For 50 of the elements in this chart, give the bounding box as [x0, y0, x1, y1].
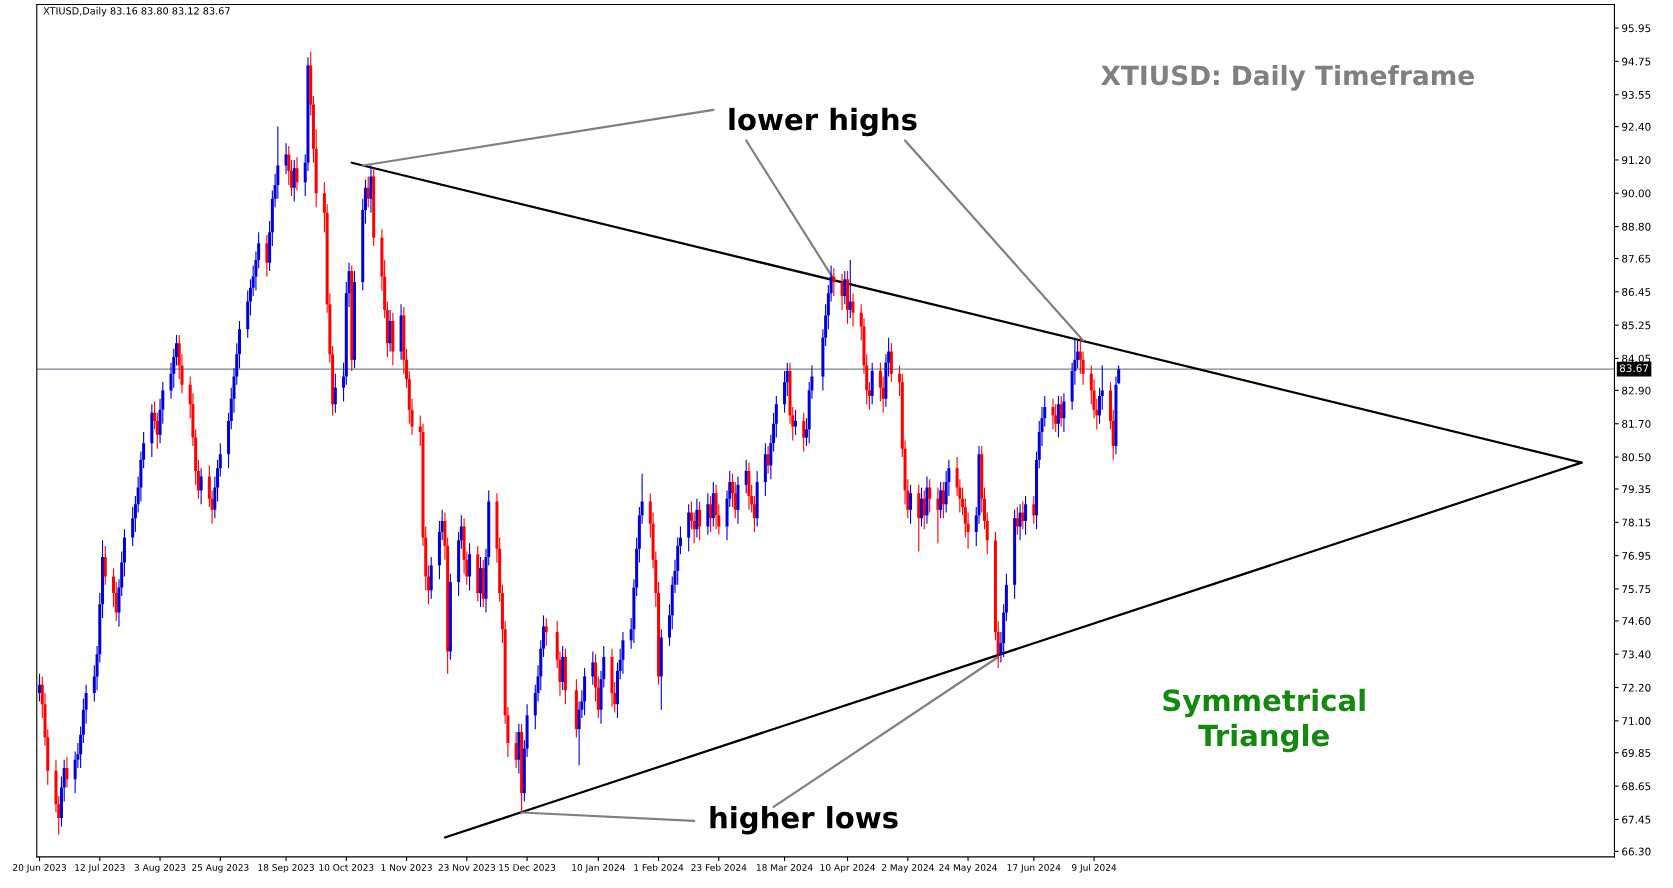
- y-tick-label: 74.60: [1622, 617, 1651, 625]
- x-tick-label: 10 Oct 2023: [319, 864, 374, 871]
- x-tick-label: 24 May 2024: [939, 864, 997, 873]
- annotation: higher lows: [710, 806, 898, 835]
- x-tick-label: 10 Jan 2024: [572, 864, 625, 873]
- x-tick-label: 9 Jul 2024: [1071, 863, 1117, 873]
- y-tick-label: 87.65: [1622, 254, 1651, 263]
- y-tick-label: 82.90: [1622, 386, 1651, 395]
- annotation: XTIUSD: Daily Timeframe: [1101, 64, 1474, 91]
- chart-title: XTIUSD,Daily 83.16 83.80 83.12 83.67: [43, 7, 230, 17]
- x-tick-label: 23 Feb 2024: [691, 863, 747, 871]
- y-tick-label: 69.85: [1622, 749, 1651, 757]
- y-tick-label: 73.40: [1622, 650, 1651, 659]
- x-tick-label: 2 May 2024: [881, 864, 934, 873]
- y-tick-label: 75.75: [1622, 585, 1651, 594]
- y-tick-label: 88.80: [1622, 222, 1651, 231]
- y-tick-label: 91.20: [1622, 156, 1651, 165]
- x-tick-label: 18 Sep 2023: [258, 864, 314, 873]
- y-tick-label: 71.00: [1622, 717, 1651, 725]
- y-tick-label: 86.45: [1622, 288, 1651, 296]
- y-tick-label: 72.20: [1622, 683, 1651, 692]
- x-tick-label: 10 Apr 2024: [820, 864, 875, 873]
- x-tick-label: 3 Aug 2023: [134, 864, 186, 873]
- x-tick-label: 12 Jul 2023: [75, 863, 125, 873]
- y-tick-label: 92.40: [1622, 122, 1651, 131]
- y-tick-label: 94.75: [1622, 57, 1651, 66]
- annotation: lower highs: [729, 107, 917, 137]
- ref-line-label: 83.67: [1619, 364, 1649, 373]
- y-tick-label: 95.95: [1622, 24, 1651, 33]
- y-tick-label: 81.70: [1622, 419, 1651, 428]
- x-tick-label: 1 Feb 2024: [634, 863, 684, 871]
- y-tick-label: 67.45: [1622, 815, 1651, 824]
- x-tick-label: 15 Dec 2023: [499, 864, 556, 871]
- y-tick-label: 76.95: [1622, 551, 1651, 560]
- x-tick-label: 18 Mar 2024: [756, 864, 813, 871]
- y-tick-label: 79.35: [1622, 485, 1651, 494]
- y-tick-label: 85.25: [1622, 321, 1651, 330]
- y-tick-label: 84.05: [1622, 354, 1651, 363]
- y-tick-label: 80.50: [1622, 453, 1651, 462]
- y-tick-label: 66.30: [1622, 847, 1651, 856]
- y-tick-label: 90.00: [1622, 189, 1651, 198]
- y-tick-label: 68.65: [1622, 782, 1651, 791]
- x-tick-label: 25 Aug 2023: [192, 864, 249, 873]
- x-tick-label: 1 Nov 2023: [381, 864, 432, 871]
- annotation: Symmetrical Triangle: [1163, 688, 1365, 753]
- x-tick-label: 20 Jun 2023: [13, 864, 66, 873]
- x-tick-label: 23 Nov 2023: [438, 864, 496, 871]
- x-tick-label: 17 Jun 2024: [1007, 864, 1061, 873]
- y-tick-label: 93.55: [1622, 90, 1651, 99]
- y-tick-label: 78.15: [1622, 518, 1651, 527]
